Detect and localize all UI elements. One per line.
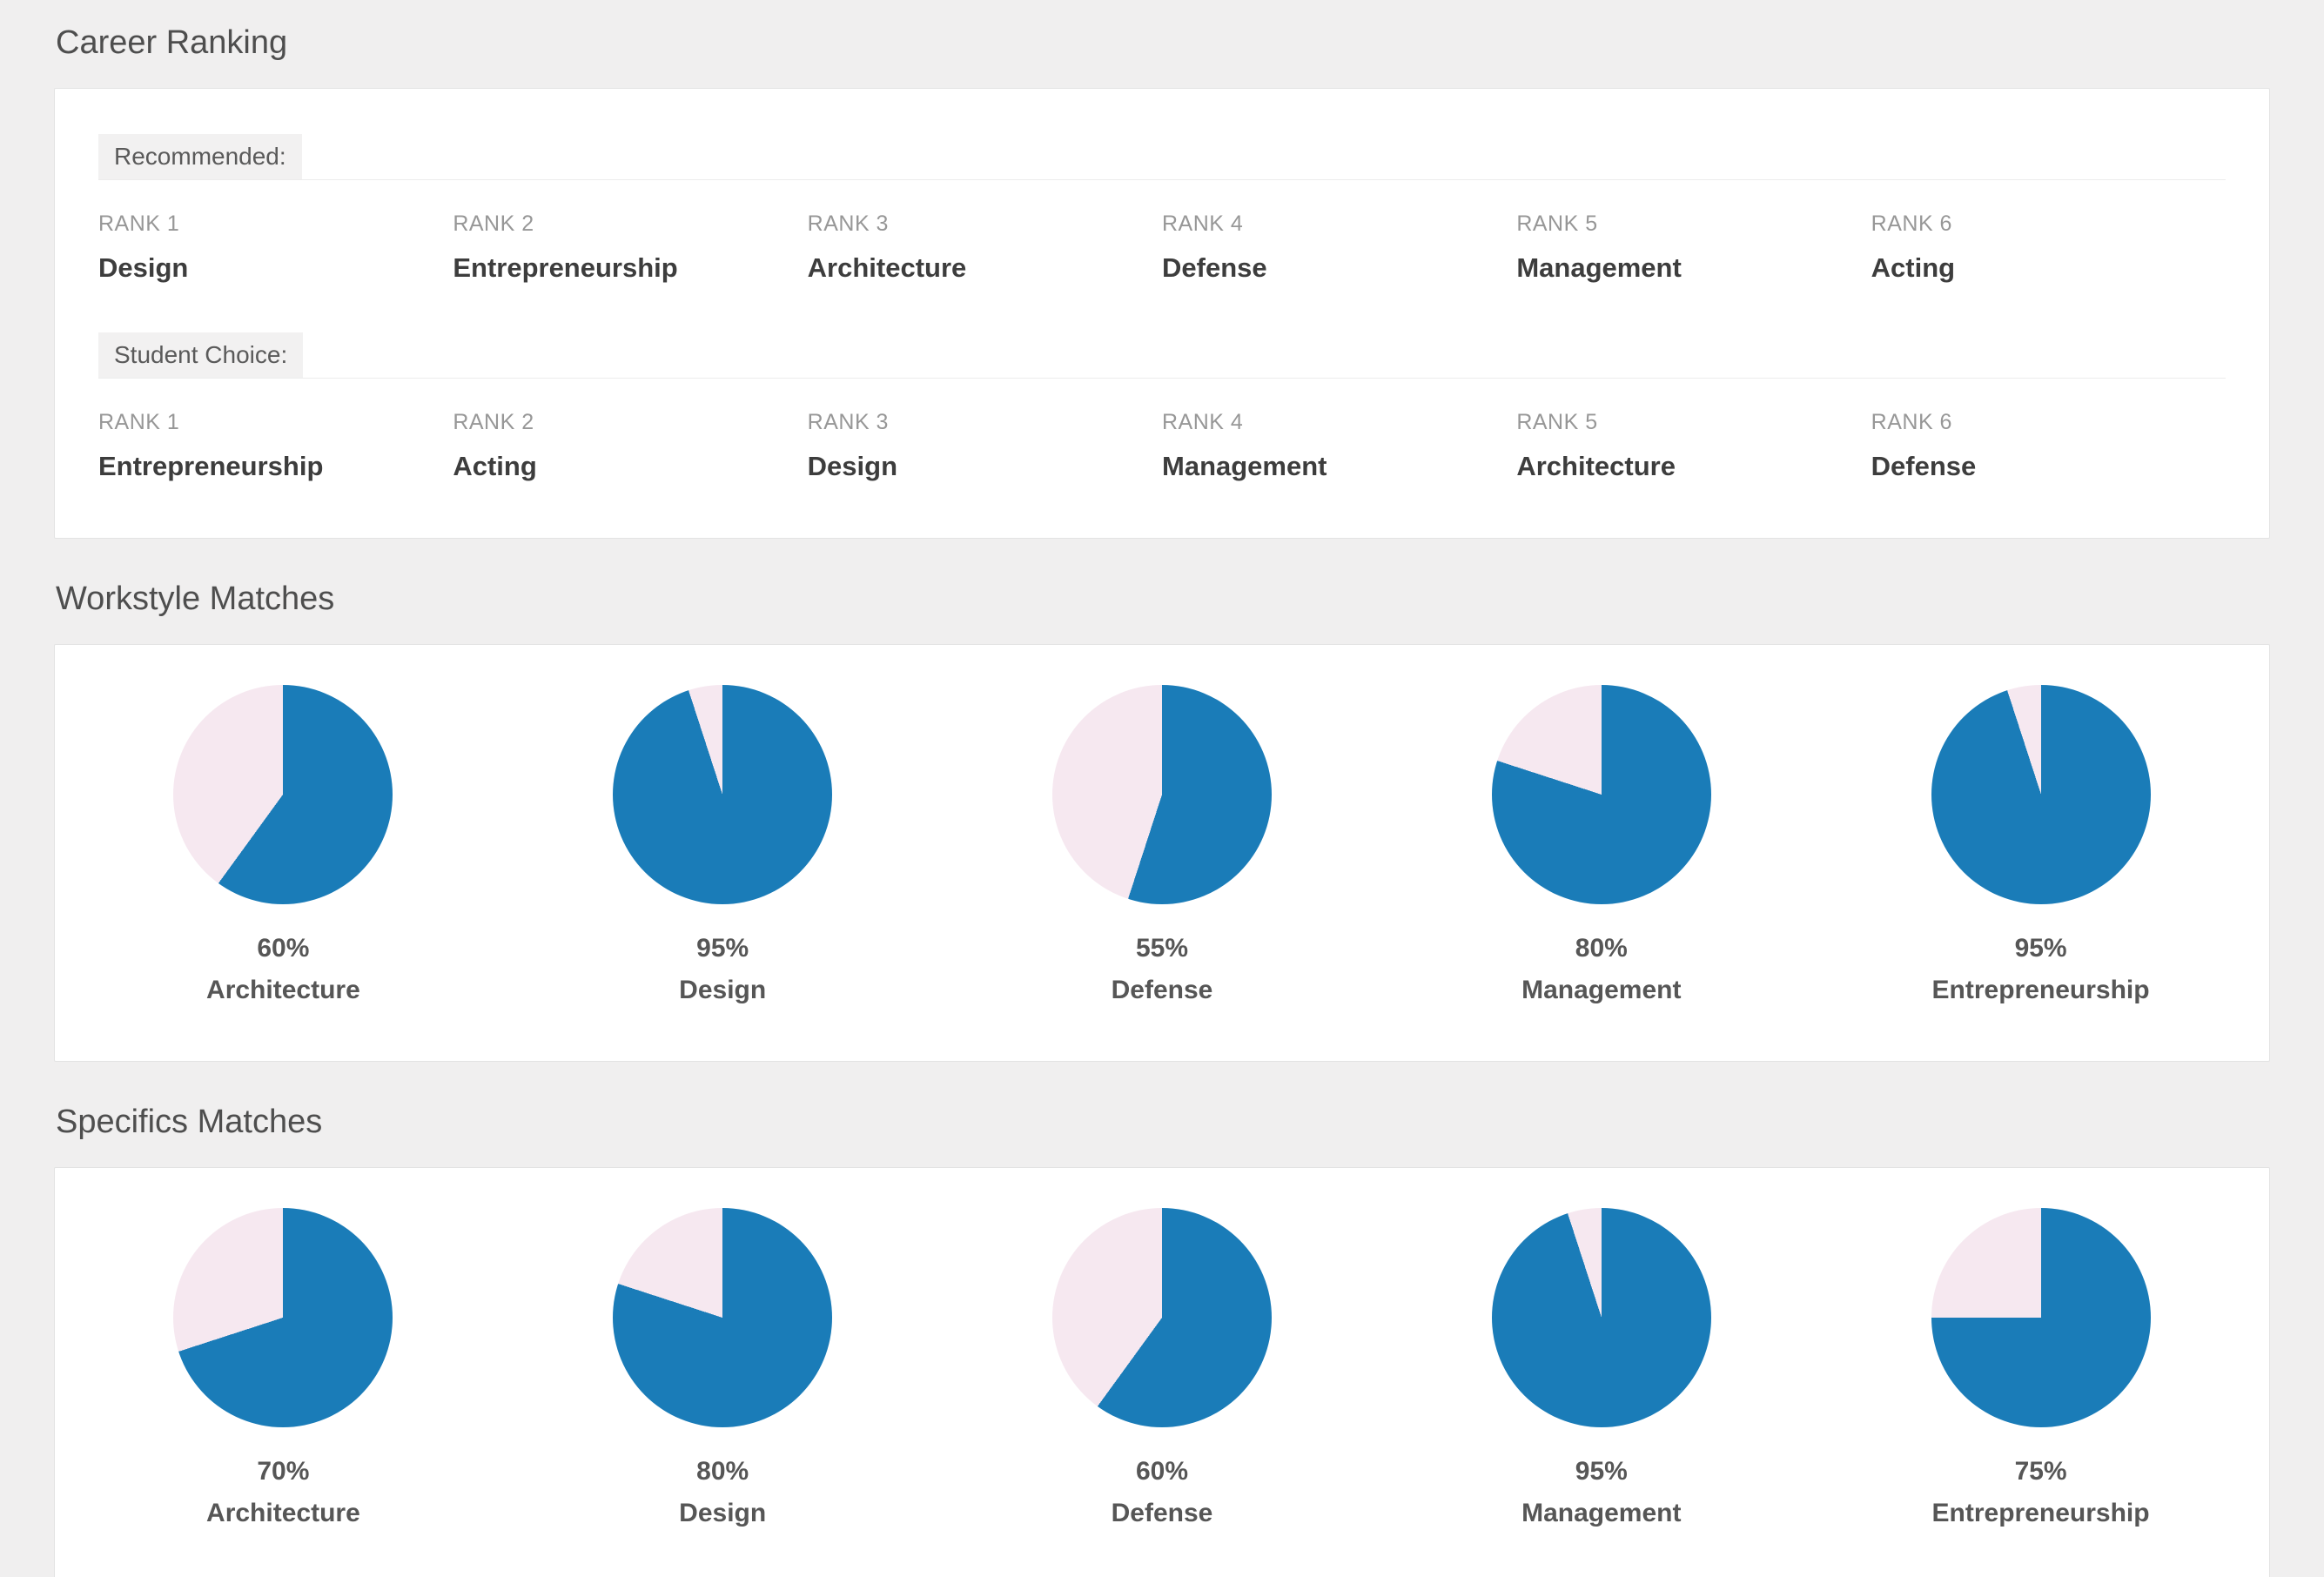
specifics-matches-card: 70% Architecture 80% Design 60% Defense … [54, 1167, 2270, 1577]
pie-percent-label: 70% [257, 1457, 310, 1486]
career-name: Defense [1162, 252, 1267, 283]
pie-chart-specifics-management [1491, 1208, 1711, 1427]
pie-cell: 95% Design [503, 685, 943, 1005]
pie-cell: 60% Defense [943, 1208, 1382, 1528]
rank-label: RANK 1 [98, 410, 180, 434]
pie-career-label: Entrepreneurship [1931, 976, 2150, 1004]
pie-career-label: Architecture [206, 1499, 360, 1527]
career-name: Architecture [1516, 451, 1676, 481]
pie-percent-label: 95% [1575, 1457, 1628, 1486]
pie-chart-specifics-entrepreneurship [1931, 1208, 2151, 1427]
career-name: Management [1516, 252, 1682, 283]
career-name: Acting [453, 451, 537, 481]
rank-column: RANK 5 Management [1516, 211, 1871, 284]
pie-chart-workstyle-management [1491, 685, 1711, 904]
career-name: Entrepreneurship [453, 252, 678, 283]
pie-cell: 60% Architecture [64, 685, 503, 1005]
rank-label: RANK 1 [98, 211, 180, 236]
pie-percent-label: 75% [2014, 1457, 2067, 1486]
pie-career-label: Entrepreneurship [1931, 1499, 2150, 1527]
rank-label: RANK 3 [807, 410, 889, 434]
rank-label: RANK 5 [1516, 410, 1598, 434]
rank-column: RANK 4 Management [1162, 410, 1516, 482]
pie-career-label: Design [679, 976, 767, 1004]
workstyle-matches-title: Workstyle Matches [56, 580, 335, 617]
student-choice-ranks-row: RANK 1 Entrepreneurship RANK 2 Acting RA… [98, 410, 2226, 482]
pie-cell: 95% Management [1381, 1208, 1821, 1528]
pie-career-label: Architecture [206, 976, 360, 1004]
pie-cell: 95% Entrepreneurship [1821, 685, 2260, 1005]
workstyle-matches-card: 60% Architecture 95% Design 55% Defense … [54, 644, 2270, 1062]
pie-percent-label: 60% [1135, 1457, 1189, 1486]
rank-column: RANK 2 Entrepreneurship [453, 211, 807, 284]
pie-career-label: Defense [1111, 976, 1213, 1004]
career-ranking-title: Career Ranking [56, 24, 288, 61]
rank-column: RANK 6 Acting [1871, 211, 2226, 284]
rank-label: RANK 3 [807, 211, 889, 236]
rank-label: RANK 2 [453, 211, 534, 236]
career-name: Acting [1871, 252, 1956, 283]
rank-label: RANK 6 [1871, 211, 1952, 236]
pie-career-label: Design [679, 1499, 767, 1527]
pie-chart-specifics-design [613, 1208, 833, 1427]
pie-career-label: Management [1521, 976, 1682, 1004]
career-name: Architecture [807, 252, 967, 283]
pie-percent-label: 60% [257, 934, 310, 963]
pie-chart-workstyle-entrepreneurship [1931, 685, 2151, 904]
recommended-label: Recommended: [98, 134, 302, 179]
career-name: Design [98, 252, 189, 283]
pie-cell: 80% Management [1381, 685, 1821, 1005]
pie-percent-label: 95% [2014, 934, 2067, 963]
rank-column: RANK 1 Entrepreneurship [98, 410, 453, 482]
pie-cell: 75% Entrepreneurship [1821, 1208, 2260, 1528]
pie-cell: 55% Defense [943, 685, 1382, 1005]
pie-career-label: Management [1521, 1499, 1682, 1527]
rank-column: RANK 5 Architecture [1516, 410, 1871, 482]
rank-label: RANK 4 [1162, 410, 1244, 434]
rank-label: RANK 5 [1516, 211, 1598, 236]
pie-percent-label: 80% [696, 1457, 749, 1486]
pie-chart-workstyle-design [613, 685, 833, 904]
pie-chart-workstyle-architecture [173, 685, 393, 904]
career-name: Design [807, 451, 898, 481]
student-choice-chip-row: Student Choice: [98, 332, 2226, 379]
recommended-chip-row: Recommended: [98, 134, 2226, 180]
career-name: Management [1162, 451, 1327, 481]
rank-column: RANK 3 Architecture [808, 211, 1162, 284]
rank-label: RANK 6 [1871, 410, 1952, 434]
rank-column: RANK 4 Defense [1162, 211, 1516, 284]
rank-column: RANK 1 Design [98, 211, 453, 284]
pie-cell: 80% Design [503, 1208, 943, 1528]
student-choice-label: Student Choice: [98, 332, 304, 378]
rank-column: RANK 3 Design [808, 410, 1162, 482]
rank-column: RANK 2 Acting [453, 410, 807, 482]
pie-career-label: Defense [1111, 1499, 1213, 1527]
pie-chart-workstyle-defense [1051, 685, 1272, 904]
rank-label: RANK 4 [1162, 211, 1244, 236]
career-name: Defense [1871, 451, 1977, 481]
career-name: Entrepreneurship [98, 451, 324, 481]
pie-percent-label: 55% [1135, 934, 1189, 963]
pie-chart-specifics-architecture [173, 1208, 393, 1427]
rank-label: RANK 2 [453, 410, 534, 434]
career-ranking-card: Recommended: RANK 1 Design RANK 2 Entrep… [54, 88, 2270, 539]
recommended-ranks-row: RANK 1 Design RANK 2 Entrepreneurship RA… [98, 211, 2226, 284]
rank-column: RANK 6 Defense [1871, 410, 2226, 482]
pie-cell: 70% Architecture [64, 1208, 503, 1528]
pie-percent-label: 80% [1575, 934, 1628, 963]
pie-percent-label: 95% [696, 934, 749, 963]
pie-chart-specifics-defense [1051, 1208, 1272, 1427]
specifics-matches-title: Specifics Matches [56, 1104, 323, 1140]
